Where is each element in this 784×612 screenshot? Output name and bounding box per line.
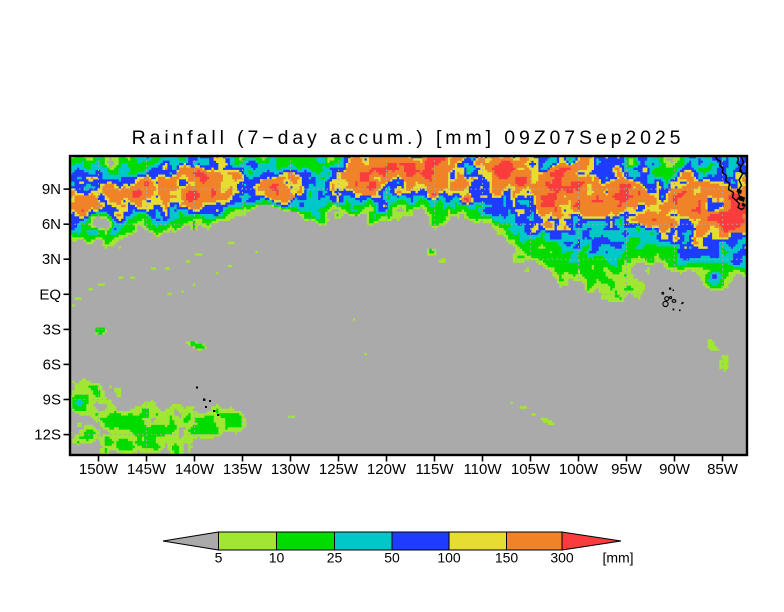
svg-text:95W: 95W [611,461,643,478]
svg-text:140W: 140W [175,461,215,478]
svg-text:3N: 3N [42,251,61,268]
svg-text:85W: 85W [707,461,739,478]
svg-text:150: 150 [495,550,519,566]
svg-text:9S: 9S [43,392,61,409]
svg-text:EQ: EQ [39,286,61,303]
svg-text:115W: 115W [415,461,454,478]
svg-text:6N: 6N [42,216,61,233]
svg-text:100: 100 [437,550,461,566]
svg-text:110W: 110W [463,461,502,478]
svg-text:Rainfall (7−day accum.) [mm] 0: Rainfall (7−day accum.) [mm] 09Z07Sep202… [132,127,685,149]
svg-text:50: 50 [384,550,400,566]
svg-text:5: 5 [215,550,223,566]
svg-text:9N: 9N [42,181,61,198]
svg-text:10: 10 [269,550,285,566]
svg-text:120W: 120W [367,461,407,478]
svg-text:300: 300 [550,550,574,566]
svg-text:25: 25 [327,550,343,566]
svg-text:105W: 105W [511,461,551,478]
svg-text:145W: 145W [127,461,167,478]
svg-text:125W: 125W [319,461,359,478]
svg-text:130W: 130W [271,461,311,478]
svg-text:6S: 6S [43,356,61,373]
svg-text:135W: 135W [223,461,263,478]
svg-text:12S: 12S [34,427,61,444]
svg-text:100W: 100W [559,461,599,478]
svg-text:150W: 150W [79,461,119,478]
svg-text:3S: 3S [43,321,61,338]
svg-text:[mm]: [mm] [602,550,633,566]
svg-text:90W: 90W [659,461,691,478]
